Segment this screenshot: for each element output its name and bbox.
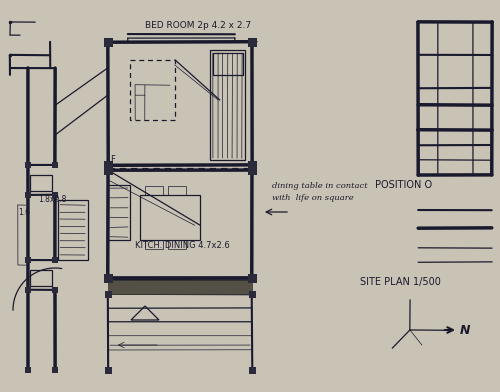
- Bar: [210, 50, 245, 160]
- Text: with  life on square: with life on square: [272, 194, 354, 202]
- Text: POSITION O: POSITION O: [375, 180, 432, 190]
- Bar: [30, 175, 52, 191]
- Bar: [145, 240, 163, 249]
- Bar: [248, 274, 257, 283]
- Bar: [52, 162, 58, 168]
- Bar: [104, 38, 113, 47]
- Bar: [52, 192, 58, 198]
- Text: 1.8x9.8: 1.8x9.8: [38, 195, 66, 204]
- Text: 1.6: 1.6: [18, 208, 30, 217]
- Text: SITE PLAN 1/500: SITE PLAN 1/500: [360, 277, 441, 287]
- Bar: [25, 287, 31, 293]
- Bar: [52, 257, 58, 263]
- Bar: [25, 162, 31, 168]
- Text: N: N: [460, 324, 470, 337]
- Text: dining table in contact: dining table in contact: [272, 182, 368, 190]
- Bar: [105, 367, 112, 374]
- Bar: [248, 161, 257, 170]
- Bar: [108, 185, 130, 240]
- Bar: [30, 270, 52, 286]
- Bar: [108, 280, 252, 294]
- Bar: [104, 161, 113, 170]
- Text: KITCH. DINING 4.7x2.6: KITCH. DINING 4.7x2.6: [135, 241, 230, 250]
- Bar: [58, 200, 88, 260]
- Bar: [249, 291, 256, 298]
- Text: F: F: [110, 155, 115, 164]
- Bar: [248, 166, 257, 175]
- Text: BED ROOM 2p 4.2 x 2.7: BED ROOM 2p 4.2 x 2.7: [145, 21, 251, 30]
- Bar: [213, 53, 243, 75]
- Bar: [249, 367, 256, 374]
- Bar: [104, 166, 113, 175]
- Bar: [168, 240, 186, 249]
- Bar: [145, 186, 163, 195]
- Bar: [104, 274, 113, 283]
- Bar: [25, 192, 31, 198]
- Bar: [168, 186, 186, 195]
- Bar: [25, 367, 31, 373]
- Bar: [52, 367, 58, 373]
- Bar: [52, 287, 58, 293]
- Bar: [105, 291, 112, 298]
- Bar: [248, 38, 257, 47]
- Bar: [25, 257, 31, 263]
- Bar: [140, 195, 200, 240]
